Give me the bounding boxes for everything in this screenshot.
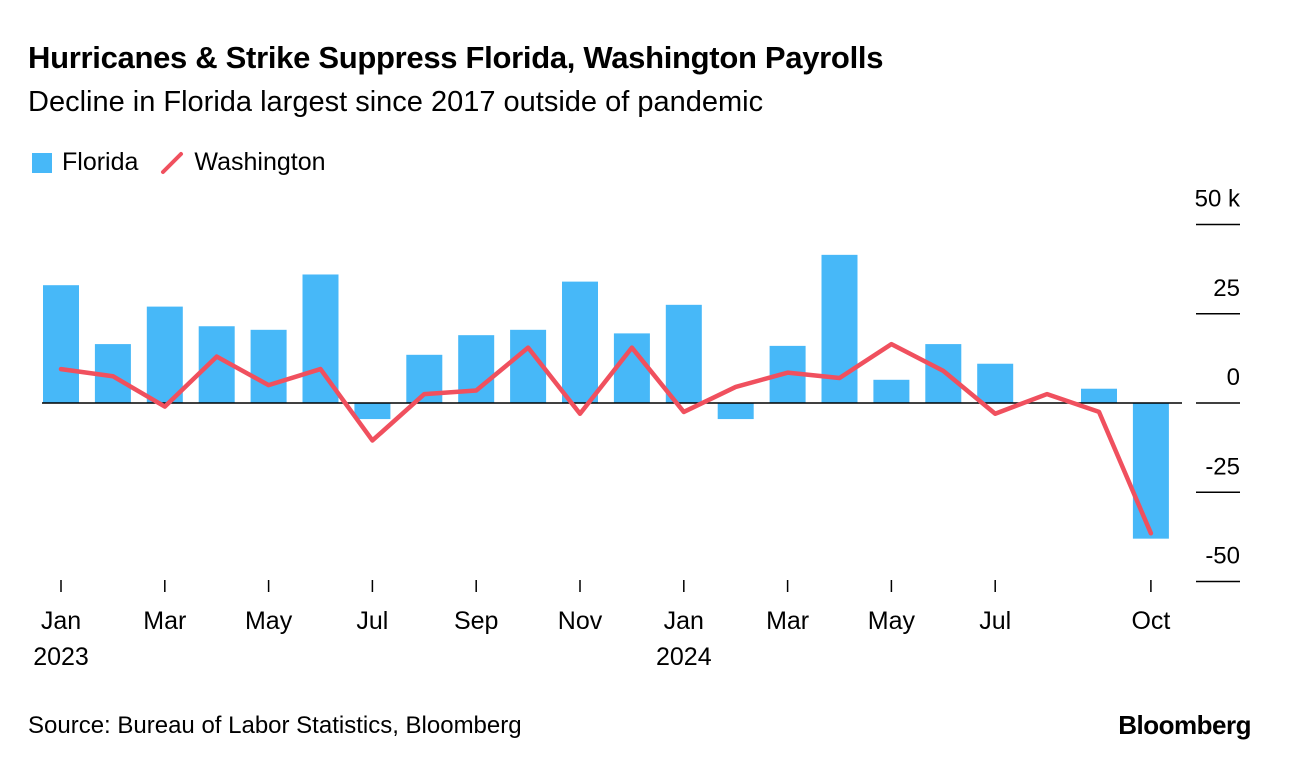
x-tick-label: Jul: [979, 607, 1011, 635]
x-tick-label: Sep: [454, 607, 498, 635]
x-tick-label: Jan: [41, 607, 81, 635]
chart-subtitle: Decline in Florida largest since 2017 ou…: [28, 86, 764, 118]
legend-label-washington: Washington: [194, 148, 326, 176]
florida-swatch-icon: [32, 152, 52, 173]
x-tick-label: May: [245, 607, 293, 635]
line-layer: [58, 341, 1154, 536]
legend: Florida Washington: [32, 148, 348, 177]
chart-title: Hurricanes & Strike Suppress Florida, Wa…: [28, 40, 884, 75]
florida-bar: [146, 306, 183, 403]
legend-item-florida: Florida: [32, 148, 138, 177]
florida-bar: [821, 254, 858, 403]
florida-bar: [717, 403, 754, 420]
x-tick-year-label: 2023: [33, 643, 89, 671]
x-tick-label: Oct: [1131, 607, 1170, 635]
x-tick-label: Jul: [356, 607, 388, 635]
y-tick-label: 50 k: [1195, 186, 1241, 213]
legend-label-florida: Florida: [62, 148, 139, 176]
y-tick-label: -50: [1205, 543, 1240, 570]
florida-bar: [613, 333, 650, 403]
florida-bar: [1132, 403, 1169, 539]
florida-bar: [43, 285, 79, 403]
x-tick-label: Nov: [558, 607, 603, 635]
x-tick-label: Mar: [766, 607, 809, 635]
florida-bar: [1081, 388, 1117, 403]
x-tick-label: May: [868, 607, 916, 635]
florida-bar: [873, 379, 910, 403]
x-tick-label: Jan: [664, 607, 704, 635]
florida-bar: [302, 274, 339, 403]
y-tick-label: -25: [1205, 453, 1240, 480]
washington-series-line: [58, 341, 1154, 536]
florida-bar: [665, 304, 702, 403]
washington-line-icon: [161, 151, 184, 174]
x-tick-label: Mar: [143, 607, 186, 635]
y-axis: 50 k 25 0 -25 -50: [1195, 186, 1241, 583]
chart-area: 50 k 25 0 -25 -50 Jan 2023 Mar May Jul Sep Nov Jan 2…: [33, 186, 1241, 672]
florida-bar: [562, 281, 598, 403]
bars-layer: [43, 254, 1169, 539]
florida-bar: [977, 363, 1014, 403]
bloomberg-logo: Bloomberg: [1118, 710, 1251, 740]
x-axis: Jan 2023 Mar May Jul Sep Nov Jan 2024 Mar May Jul Oc…: [33, 580, 1170, 671]
florida-bar: [354, 403, 391, 420]
y-tick-label: 25: [1213, 275, 1240, 302]
legend-item-washington: Washington: [160, 148, 326, 177]
y-tick-label: 0: [1227, 364, 1240, 391]
source-note: Source: Bureau of Labor Statistics, Bloo…: [28, 712, 522, 739]
x-tick-year-label: 2024: [656, 643, 712, 671]
florida-bar: [250, 329, 287, 403]
